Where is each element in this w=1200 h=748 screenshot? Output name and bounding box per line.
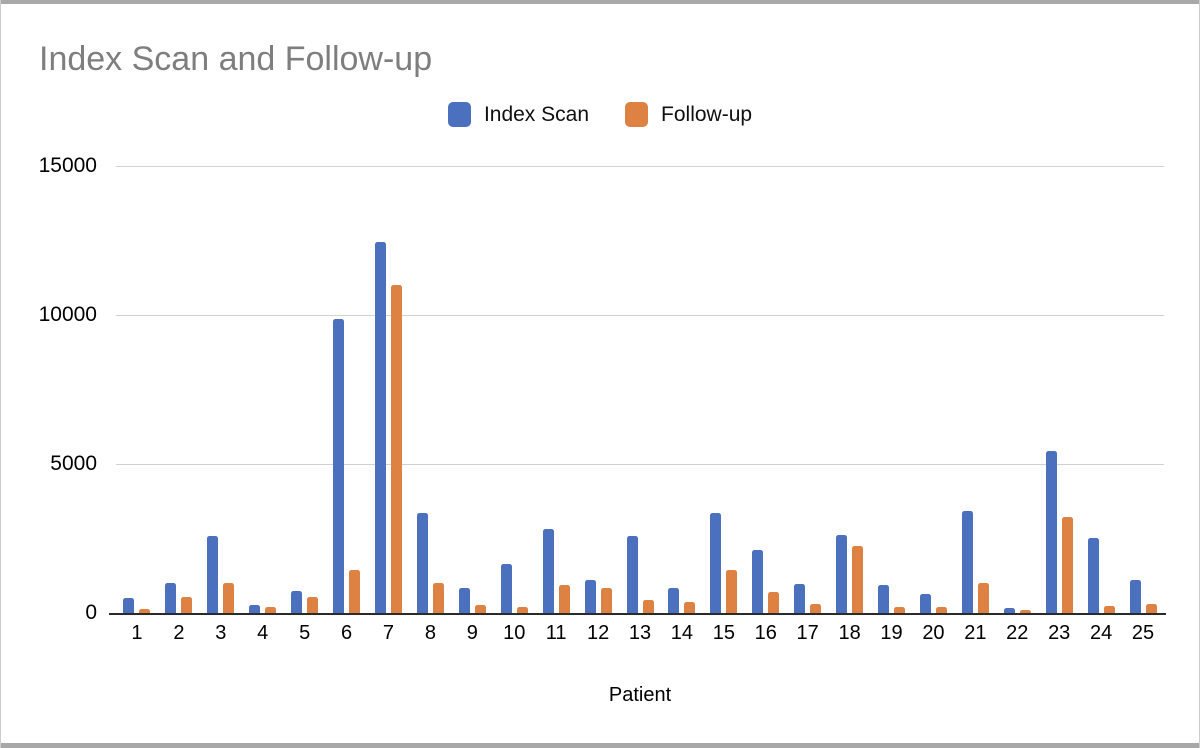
legend-label-follow-up: Follow-up [661,102,753,126]
bar-index-scan-patient-23 [1045,451,1057,613]
bar-index-scan-patient-10 [500,563,512,613]
bar-follow-up-patient-22 [1019,610,1031,613]
x-tick-label-19: 19 [880,622,903,644]
x-tick-label-8: 8 [424,622,436,644]
bar-follow-up-patient-21 [977,583,989,613]
y-tick-label-10000: 10000 [38,303,97,326]
bar-index-scan-patient-25 [1129,580,1141,613]
bar-follow-up-patient-7 [390,285,402,613]
x-tick-label-22: 22 [1006,622,1029,644]
x-tick-label-4: 4 [257,622,269,644]
gridline-5000 [116,463,1164,465]
window-frame-top [1,0,1199,4]
legend-swatch-follow-up [625,102,649,127]
bar-follow-up-patient-25 [1145,604,1157,613]
bar-follow-up-patient-17 [810,603,822,613]
legend-item-follow-up: Follow-up [625,102,752,127]
x-tick-label-14: 14 [670,622,694,644]
bar-index-scan-patient-17 [794,583,806,613]
bar-follow-up-patient-12 [600,587,612,613]
bar-follow-up-patient-5 [307,597,319,613]
x-tick-label-25: 25 [1131,622,1155,644]
x-tick-label-11: 11 [545,622,567,644]
bar-follow-up-patient-3 [223,583,235,613]
bar-index-scan-patient-15 [710,513,722,613]
bar-index-scan-patient-4 [249,604,261,613]
bar-index-scan-patient-1 [123,598,135,613]
x-tick-label-3: 3 [215,622,227,644]
bar-follow-up-patient-1 [139,608,151,613]
legend: Index Scan Follow-up [1,102,1199,127]
bar-follow-up-patient-14 [684,601,696,613]
legend-label-index-scan: Index Scan [483,102,590,126]
x-tick-label-16: 16 [754,622,777,644]
bar-follow-up-patient-2 [181,597,193,613]
x-tick-label-1: 1 [131,622,143,644]
bar-index-scan-patient-3 [207,535,219,613]
x-axis-title: Patient [608,684,672,706]
legend-item-index-scan: Index Scan [447,102,590,127]
x-tick-label-2: 2 [173,622,185,644]
x-tick-label-17: 17 [796,622,819,644]
x-tick-label-24: 24 [1089,622,1113,644]
bar-follow-up-patient-11 [558,584,570,613]
y-tick-label-15000: 15000 [38,154,97,177]
bar-index-scan-patient-6 [333,319,345,613]
x-tick-label-15: 15 [712,622,735,644]
x-tick-label-20: 20 [922,622,945,644]
bar-index-scan-patient-2 [165,583,177,613]
x-tick-label-13: 13 [628,622,652,644]
x-tick-label-23: 23 [1048,622,1071,644]
bar-follow-up-patient-10 [516,607,528,613]
x-tick-label-12: 12 [586,622,610,644]
window-frame-bottom [1,743,1199,748]
bar-index-scan-patient-19 [878,585,890,613]
x-tick-label-9: 9 [466,622,478,644]
bar-index-scan-patient-20 [919,593,931,613]
gridline-10000 [116,314,1164,316]
bar-follow-up-patient-19 [894,607,906,613]
bar-follow-up-patient-4 [265,607,277,613]
bar-follow-up-patient-18 [852,546,864,613]
bar-index-scan-patient-18 [836,534,848,613]
bar-index-scan-patient-9 [458,587,470,613]
y-tick-label-0: 0 [85,601,97,624]
bar-index-scan-patient-11 [542,528,554,613]
x-tick-label-10: 10 [503,622,526,644]
x-axis-line [109,613,1166,615]
bar-index-scan-patient-21 [961,510,973,613]
bar-index-scan-patient-14 [668,587,680,613]
bar-follow-up-patient-6 [349,569,361,613]
bar-follow-up-patient-16 [768,591,780,613]
bar-index-scan-patient-22 [1003,607,1015,613]
bar-follow-up-patient-13 [642,599,654,613]
gridline-15000 [116,165,1164,167]
plot-area [109,165,1166,615]
bar-follow-up-patient-20 [935,607,947,613]
bar-follow-up-patient-15 [726,570,738,613]
x-tick-label-21: 21 [964,622,987,644]
chart-title: Index Scan and Follow-up [39,40,433,78]
bar-follow-up-patient-8 [432,583,444,613]
bar-follow-up-patient-9 [474,604,486,613]
x-tick-label-18: 18 [838,622,861,644]
bar-follow-up-patient-23 [1061,517,1073,613]
bar-follow-up-patient-24 [1103,606,1115,613]
bar-index-scan-patient-12 [584,579,596,613]
bar-index-scan-patient-5 [291,591,303,613]
x-tick-label-5: 5 [299,622,311,644]
bar-index-scan-patient-8 [416,513,428,613]
bar-index-scan-patient-13 [626,535,638,613]
x-tick-label-7: 7 [382,622,395,644]
legend-swatch-index-scan [447,102,471,127]
bar-index-scan-patient-16 [752,549,764,613]
y-tick-label-5000: 5000 [50,452,97,475]
bar-index-scan-patient-7 [374,242,386,613]
bar-index-scan-patient-24 [1087,538,1099,613]
x-tick-label-6: 6 [340,622,353,644]
